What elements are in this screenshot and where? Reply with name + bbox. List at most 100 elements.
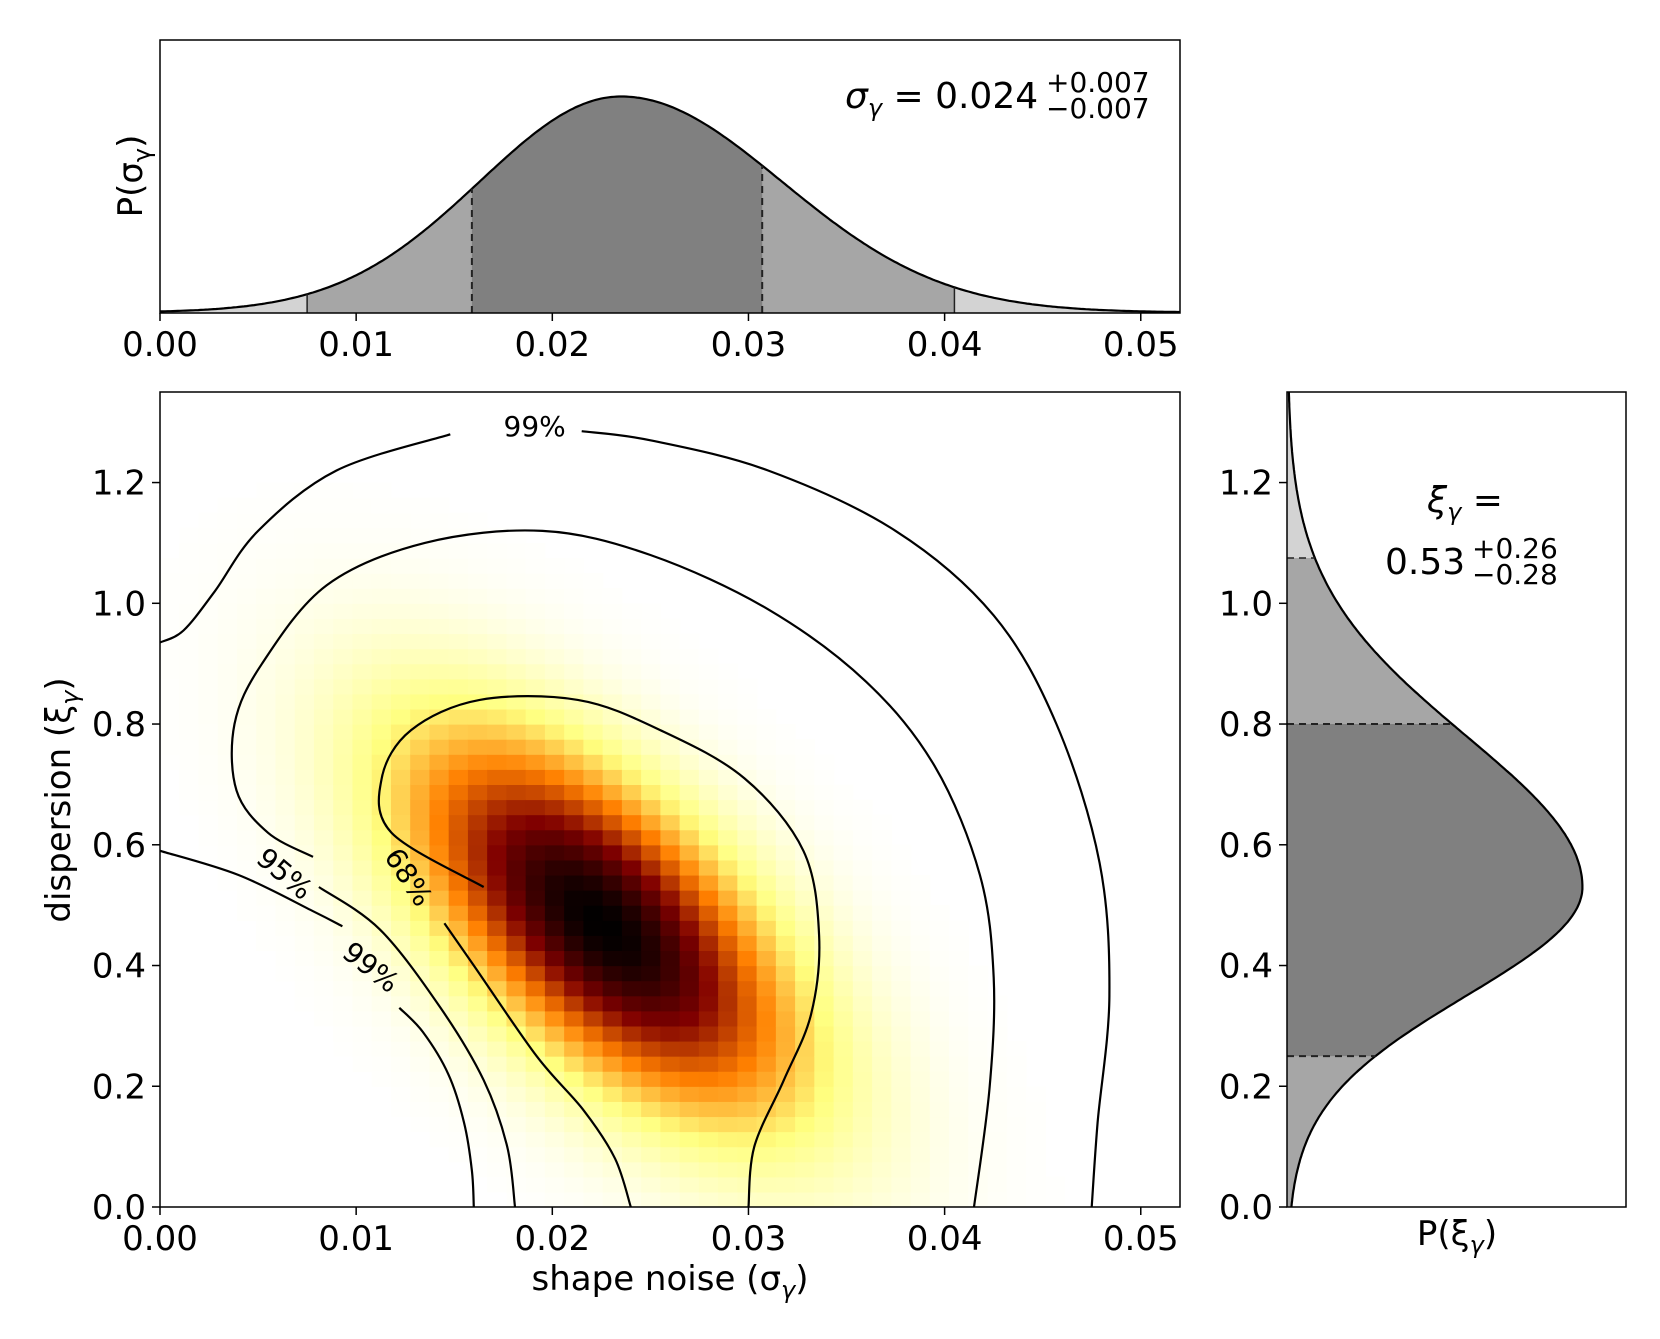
heatmap-cell bbox=[756, 890, 777, 906]
heatmap-cell bbox=[236, 573, 257, 589]
heatmap-cell bbox=[583, 1086, 604, 1102]
heatmap-cell bbox=[487, 1056, 508, 1072]
heatmap-cell bbox=[679, 874, 700, 891]
heatmap-cell bbox=[698, 739, 719, 755]
heatmap-cell bbox=[487, 663, 508, 680]
heatmap-cell bbox=[698, 935, 719, 952]
heatmap-cell bbox=[621, 829, 642, 846]
heatmap-cell bbox=[737, 799, 758, 816]
heatmap-cell bbox=[256, 890, 277, 906]
sigma-lower-error: −0.007 bbox=[1046, 92, 1150, 125]
heatmap-cell bbox=[410, 1086, 431, 1102]
heatmap-cell bbox=[910, 980, 931, 997]
heatmap-cell bbox=[179, 799, 200, 816]
heatmap-cell bbox=[429, 1040, 450, 1057]
heatmap-cell bbox=[198, 648, 219, 665]
heatmap-cell bbox=[968, 1040, 989, 1057]
heatmap-cell bbox=[756, 1146, 777, 1163]
heatmap-cell bbox=[525, 618, 546, 635]
heatmap-cell bbox=[641, 995, 661, 1012]
heatmap-cell bbox=[544, 890, 565, 906]
heatmap-cell bbox=[506, 905, 527, 921]
heatmap-cell bbox=[544, 829, 565, 846]
heatmap-cell bbox=[679, 663, 700, 680]
heatmap-cell bbox=[390, 844, 411, 861]
heatmap-cell bbox=[660, 905, 681, 921]
heatmap-cell bbox=[583, 905, 604, 921]
heatmap-cell bbox=[795, 890, 815, 906]
right-ytick-label: 0.2 bbox=[1219, 1067, 1273, 1107]
heatmap-cell bbox=[294, 588, 315, 604]
heatmap-cell bbox=[236, 769, 257, 785]
heatmap-cell bbox=[564, 648, 584, 665]
heatmap-cell bbox=[256, 784, 277, 801]
heatmap-cell bbox=[448, 890, 469, 906]
heatmap-cell bbox=[275, 482, 296, 499]
heatmap-cell bbox=[313, 799, 334, 816]
heatmap-cell bbox=[544, 678, 565, 695]
heatmap-cell bbox=[564, 1010, 584, 1027]
joint-xtick-label: 0.04 bbox=[907, 1219, 983, 1259]
heatmap-cell bbox=[236, 558, 257, 574]
heatmap-cell bbox=[602, 1176, 623, 1193]
joint-xtick-label: 0.02 bbox=[514, 1219, 590, 1259]
heatmap-cell bbox=[1026, 1086, 1046, 1102]
heatmap-cell bbox=[756, 724, 777, 740]
heatmap-cell bbox=[352, 542, 373, 559]
heatmap-cell bbox=[968, 1146, 989, 1163]
heatmap-cell bbox=[371, 633, 392, 650]
heatmap-cell bbox=[698, 648, 719, 665]
heatmap-cell bbox=[968, 995, 989, 1012]
heatmap-cell bbox=[448, 995, 469, 1012]
heatmap-cell bbox=[852, 1101, 873, 1118]
heatmap-cell bbox=[217, 874, 238, 891]
heatmap-cell bbox=[506, 920, 527, 936]
heatmap-cell bbox=[198, 693, 219, 710]
heatmap-cell bbox=[852, 1191, 873, 1207]
heatmap-cell bbox=[718, 693, 738, 710]
heatmap-cell bbox=[949, 1086, 969, 1102]
heatmap-cell bbox=[525, 573, 546, 589]
heatmap-cell bbox=[641, 603, 661, 619]
heatmap-cell bbox=[506, 739, 527, 755]
heatmap-cell bbox=[852, 1010, 873, 1027]
heatmap-cell bbox=[525, 874, 546, 891]
heatmap-cell bbox=[679, 678, 700, 695]
heatmap-cell bbox=[390, 1040, 411, 1057]
heatmap-cell bbox=[487, 1071, 508, 1087]
heatmap-cell bbox=[872, 1071, 892, 1087]
heatmap-cell bbox=[544, 1086, 565, 1102]
heatmap-cell bbox=[602, 1010, 623, 1027]
heatmap-cell bbox=[371, 724, 392, 740]
heatmap-cell bbox=[891, 965, 912, 982]
heatmap-cell bbox=[583, 724, 604, 740]
heatmap-cell bbox=[641, 874, 661, 891]
heatmap-cell bbox=[313, 558, 334, 574]
heatmap-cell bbox=[641, 829, 661, 846]
heatmap-cell bbox=[660, 965, 681, 982]
heatmap-cell bbox=[814, 905, 835, 921]
heatmap-cell bbox=[756, 1025, 777, 1042]
heatmap-cell bbox=[698, 678, 719, 695]
heatmap-cell bbox=[371, 905, 392, 921]
heatmap-cell bbox=[160, 603, 180, 619]
heatmap-cell bbox=[564, 1040, 584, 1057]
heatmap-cell bbox=[583, 859, 604, 876]
heatmap-cell bbox=[487, 965, 508, 982]
heatmap-cell bbox=[910, 1116, 931, 1133]
heatmap-cell bbox=[968, 1161, 989, 1178]
heatmap-cell bbox=[313, 482, 334, 499]
heatmap-cell bbox=[949, 920, 969, 936]
heatmap-cell bbox=[217, 799, 238, 816]
heatmap-cell bbox=[795, 1116, 815, 1133]
heatmap-cell bbox=[583, 1025, 604, 1042]
heatmap-cell bbox=[737, 829, 758, 846]
heatmap-cell bbox=[525, 829, 546, 846]
heatmap-cell bbox=[333, 739, 354, 755]
heatmap-cell bbox=[949, 1071, 969, 1087]
heatmap-cell bbox=[410, 678, 431, 695]
heatmap-cell bbox=[679, 1191, 700, 1207]
heatmap-cell bbox=[660, 980, 681, 997]
heatmap-cell bbox=[313, 618, 334, 635]
heatmap-cell bbox=[198, 814, 219, 831]
